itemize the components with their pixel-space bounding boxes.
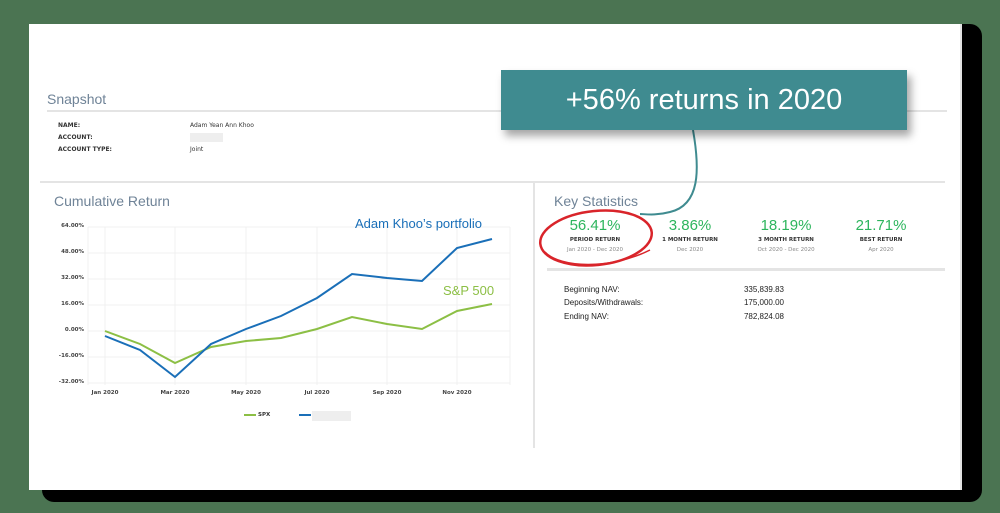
stat-best-return: 21.71% BEST RETURN Apr 2020 xyxy=(826,217,936,253)
snapshot-name-value: Adam Yean Ann Khoo xyxy=(190,122,254,129)
portfolio-line xyxy=(104,238,493,379)
stat-label: PERIOD RETURN xyxy=(569,237,621,243)
snapshot-divider xyxy=(47,110,947,112)
stat-period-return: 56.41% PERIOD RETURN Jan 2020 - Dec 2020 xyxy=(540,217,650,253)
stat-value: 3.86% xyxy=(668,217,712,234)
stat-period: Apr 2020 xyxy=(868,247,894,253)
y-tick: 64.00% xyxy=(61,223,84,229)
stat-period: Dec 2020 xyxy=(676,247,704,253)
stat-label: 3 MONTH RETURN xyxy=(758,237,814,243)
legend-spx[interactable]: SPX xyxy=(258,412,270,418)
y-tick: 32.00% xyxy=(61,275,84,281)
stat-period: Oct 2020 - Dec 2020 xyxy=(757,247,815,253)
snapshot-name-label: NAME: xyxy=(58,122,81,129)
deposits-label: Deposits/Withdrawals: xyxy=(564,298,644,307)
key-statistics-title: Key Statistics xyxy=(554,193,639,209)
stat-label: BEST RETURN xyxy=(859,237,903,243)
stat-3-month-return: 18.19% 3 MONTH RETURN Oct 2020 - Dec 202… xyxy=(731,217,841,253)
section-divider xyxy=(40,181,945,183)
stat-value: 18.19% xyxy=(760,217,812,234)
stat-value: 21.71% xyxy=(855,217,907,234)
ending-nav-label: Ending NAV: xyxy=(564,312,609,321)
y-tick: -32.00% xyxy=(58,379,84,385)
portfolio-annotation: Adam Khoo’s portfolio xyxy=(355,216,482,231)
stat-1-month-return: 3.86% 1 MONTH RETURN Dec 2020 xyxy=(635,217,745,253)
snapshot-type-value: Joint xyxy=(190,146,204,153)
ending-nav-value: 782,824.08 xyxy=(743,312,784,321)
y-tick: 0.00% xyxy=(64,327,84,333)
legend-spx-label: SPX xyxy=(258,412,271,418)
account-redacted xyxy=(190,133,223,142)
x-tick: Jan 2020 xyxy=(91,390,119,396)
stat-period: Jan 2020 - Dec 2020 xyxy=(566,247,624,253)
returns-callout: +56% returns in 2020 xyxy=(501,70,907,130)
stat-value: 56.41% xyxy=(569,217,621,234)
snapshot-account-label: ACCOUNT: xyxy=(58,134,93,141)
y-tick: 48.00% xyxy=(61,249,84,255)
beginning-nav-label: Beginning NAV: xyxy=(564,285,620,294)
x-tick: Sep 2020 xyxy=(372,390,402,396)
legend-portfolio-redacted[interactable] xyxy=(312,411,351,421)
callout-connector xyxy=(639,129,698,216)
card-edge xyxy=(960,24,962,490)
stats-divider xyxy=(547,268,945,271)
x-tick: May 2020 xyxy=(231,390,261,396)
snapshot-type-label: ACCOUNT TYPE: xyxy=(58,146,112,153)
deposits-value: 175,000.00 xyxy=(743,298,784,307)
spx-annotation: S&P 500 xyxy=(443,283,495,298)
snapshot-title: Snapshot xyxy=(47,91,107,107)
y-tick: -16.00% xyxy=(58,353,84,359)
x-tick: Mar 2020 xyxy=(160,390,190,396)
y-tick: 16.00% xyxy=(61,301,84,307)
beginning-nav-value: 335,839.83 xyxy=(743,285,784,294)
spx-line xyxy=(104,303,493,365)
x-tick: Jul 2020 xyxy=(304,390,330,396)
stat-label: 1 MONTH RETURN xyxy=(662,237,718,243)
column-divider xyxy=(533,183,535,448)
x-tick: Nov 2020 xyxy=(442,390,472,396)
cumulative-return-title: Cumulative Return xyxy=(54,193,170,209)
